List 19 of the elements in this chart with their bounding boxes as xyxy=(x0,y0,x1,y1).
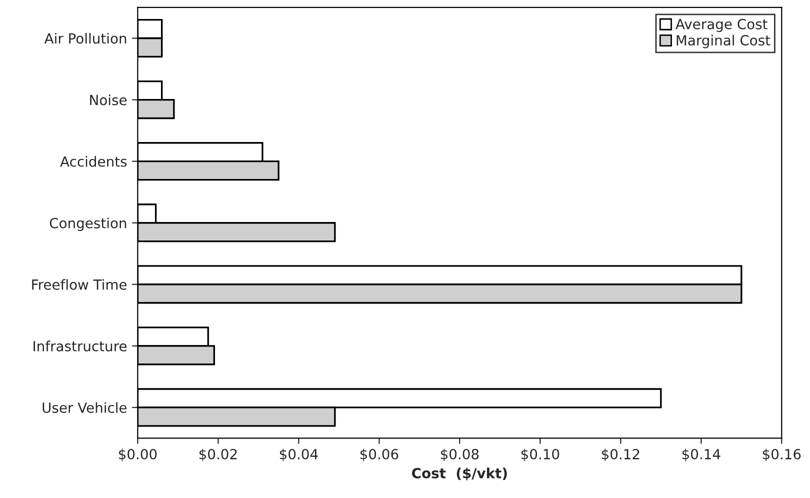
y-tick-label: Congestion xyxy=(50,218,126,232)
x-tick-label: $0.10 xyxy=(521,448,560,462)
legend-label: Marginal Cost xyxy=(676,34,770,48)
x-tick-label: $0.02 xyxy=(199,448,237,462)
x-tick-label: $0.06 xyxy=(360,448,398,462)
x-tick-label: $0.12 xyxy=(602,448,640,462)
legend-label: Average Cost xyxy=(676,18,768,32)
y-tick-label: Freeflow Time xyxy=(32,279,127,290)
x-tick-label: $0.08 xyxy=(440,448,479,462)
y-tick-label: User Vehicle xyxy=(42,402,127,413)
y-tick-label: Noise xyxy=(90,94,127,106)
y-tick-label: Accidents xyxy=(60,156,127,167)
x-axis-title: Cost ($/vkt) xyxy=(412,468,507,480)
x-tick-label: $0.16 xyxy=(762,448,801,462)
x-tick-label: $0.00 xyxy=(118,448,157,462)
y-tick-label: Infrastructure xyxy=(34,340,127,352)
x-tick-label: $0.14 xyxy=(682,448,720,462)
y-tick-label: Air Pollution xyxy=(44,32,126,44)
x-tick-label: $0.04 xyxy=(280,448,318,462)
